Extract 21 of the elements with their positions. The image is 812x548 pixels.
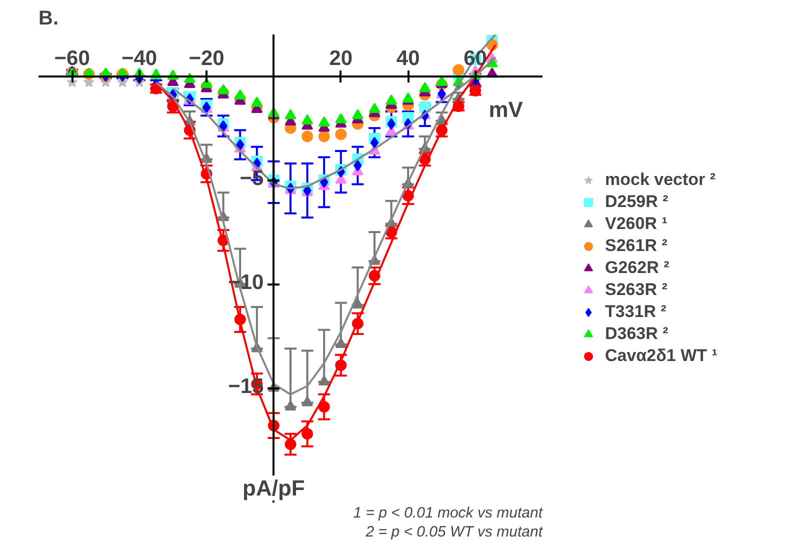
text: 2 = p < 0.05 WT vs mutant [364,524,544,540]
x-tick-label: 20 [329,47,353,70]
legend-label: Cavα2δ1 WT ¹ [605,345,718,367]
x-tick-label: −40 [121,47,158,70]
y-tick-label: −5 [240,167,264,190]
legend-label: V260R ¹ [605,213,668,235]
x-tick-label: −60 [54,47,90,70]
chart-title: B. [38,8,58,30]
y-axis-title: pA/pF [242,476,305,500]
legend-label: S261R ² [605,235,668,257]
x-tick-label: 40 [396,47,420,70]
legend-label: S263R ² [605,279,668,301]
text: 1 = p < 0.01 mock vs mutant [353,504,544,522]
legend-label: D259R ² [605,191,668,213]
x-tick-label: −20 [188,47,224,70]
legend-label: mock vector ² [605,169,716,191]
x-axis-title: mV [488,96,524,122]
legend-label: T331R ² [605,301,666,323]
legend-label: G262R ² [605,257,670,279]
x-tick-label: 60 [464,47,487,70]
legend-label: D363R ² [605,323,668,345]
